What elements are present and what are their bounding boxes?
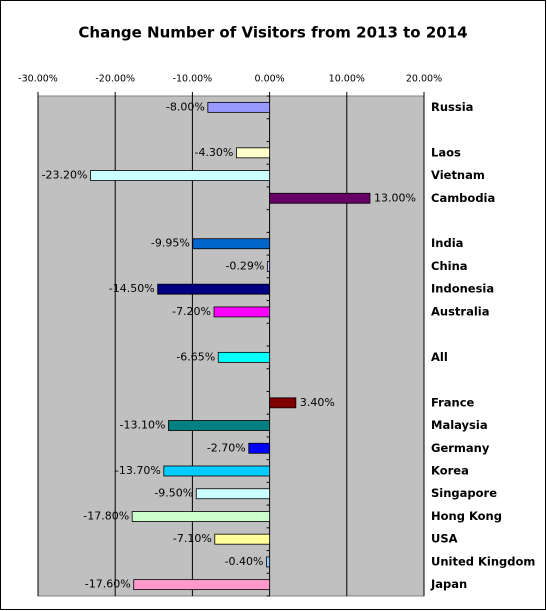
value-label: -4.30% <box>194 146 233 159</box>
category-label: Germany <box>431 441 490 455</box>
category-label: Laos <box>431 145 461 159</box>
value-label: -2.70% <box>207 441 246 454</box>
value-label: -9.50% <box>154 487 193 500</box>
category-label: Russia <box>431 100 473 114</box>
value-label: -17.60% <box>85 578 131 591</box>
value-label: -17.80% <box>83 509 129 522</box>
category-label: All <box>431 350 448 364</box>
category-label: Vietnam <box>431 168 485 182</box>
value-label: -13.70% <box>115 464 161 477</box>
category-label: Korea <box>431 464 469 478</box>
x-tick-label: -10.00% <box>173 74 213 85</box>
bar <box>131 511 271 522</box>
category-label: Singapore <box>431 486 497 500</box>
value-label: -8.00% <box>166 100 205 113</box>
bar <box>163 465 270 477</box>
value-label: -13.10% <box>120 419 166 432</box>
category-label: USA <box>431 532 458 546</box>
bar <box>248 442 270 454</box>
category-label: China <box>431 259 468 273</box>
category-label: Malaysia <box>431 418 488 432</box>
value-label: -14.50% <box>109 282 155 295</box>
category-label: Indonesia <box>431 282 494 296</box>
category-label: Japan <box>430 577 467 591</box>
category-label: Hong Kong <box>431 509 502 523</box>
value-label: 3.40% <box>300 396 335 409</box>
value-label: -0.40% <box>225 555 264 568</box>
bar <box>213 306 271 318</box>
bar <box>269 192 371 204</box>
x-tick-label: -30.00% <box>18 74 58 85</box>
x-tick-label: 0.00% <box>255 74 285 85</box>
bar <box>269 397 297 409</box>
bar <box>217 351 270 363</box>
chart-title: Change Number of Visitors from 2013 to 2… <box>78 24 467 42</box>
x-tick-label: 20.00% <box>406 74 442 85</box>
category-label: France <box>431 395 475 409</box>
value-label: -6.65% <box>176 350 215 363</box>
bar <box>236 147 271 159</box>
x-tick-label: 10.00% <box>329 74 365 85</box>
category-label: India <box>431 236 463 250</box>
bar <box>192 238 270 250</box>
bar <box>90 170 271 181</box>
category-label: Cambodia <box>431 191 495 205</box>
bar <box>207 101 270 113</box>
value-label: 13.00% <box>374 191 416 204</box>
bar <box>195 488 270 500</box>
category-label: Australia <box>431 304 490 318</box>
x-tick-label: -20.00% <box>95 74 135 85</box>
value-label: -9.95% <box>151 237 190 250</box>
bar <box>214 533 270 545</box>
bar <box>266 556 270 568</box>
bar <box>266 261 271 272</box>
value-label: -23.20% <box>42 169 88 182</box>
value-label: -7.20% <box>172 305 211 318</box>
value-label: -0.29% <box>225 259 264 272</box>
bar <box>133 579 270 591</box>
bar <box>157 283 271 295</box>
value-label: -7.10% <box>173 532 212 545</box>
category-label: United Kingdom <box>431 554 535 568</box>
bar <box>168 420 271 431</box>
